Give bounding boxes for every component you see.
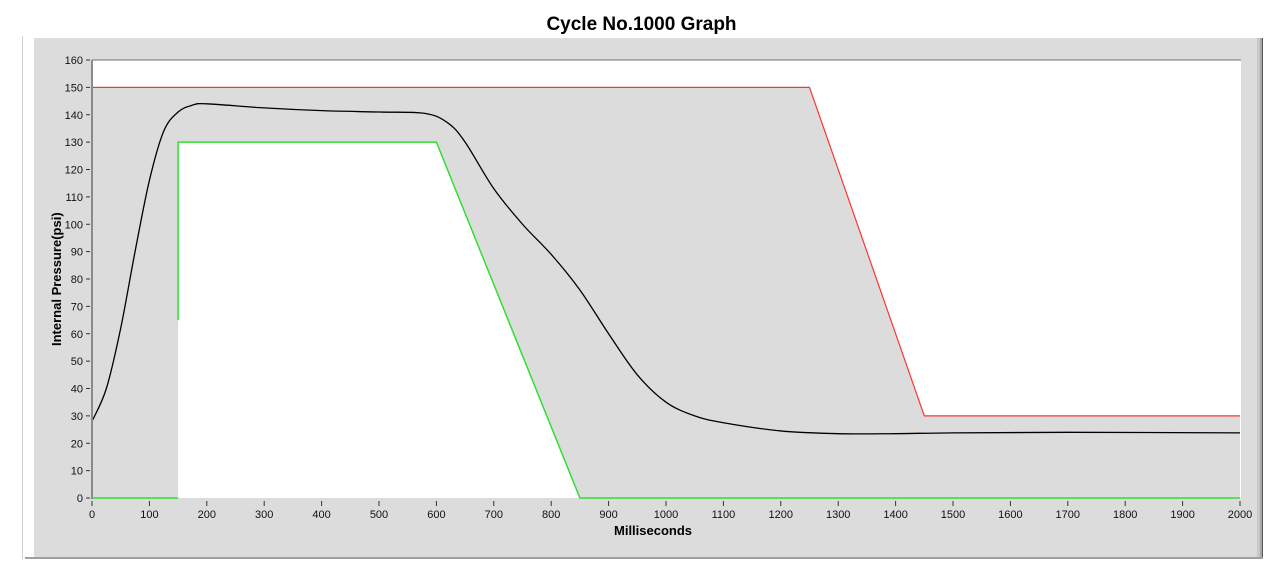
y-tick-label: 80 — [71, 274, 83, 286]
x-tick-label: 1400 — [883, 509, 907, 521]
tolerance-band — [92, 87, 1240, 498]
panel-border-bottom — [25, 557, 1263, 559]
y-tick-label: 20 — [71, 438, 83, 450]
y-tick-label: 10 — [71, 466, 83, 478]
x-tick-label: 1600 — [998, 509, 1022, 521]
y-tick-label: 150 — [65, 82, 83, 94]
y-tick-label: 160 — [65, 55, 83, 67]
x-tick-label: 1200 — [769, 509, 793, 521]
axes: 0 10 20 30 40 50 60 70 80 90 100 110 120 130 140 150 160… — [65, 55, 1253, 521]
x-tick-label: 400 — [312, 509, 330, 521]
y-tick-label: 100 — [65, 219, 83, 231]
y-tick-label: 70 — [71, 301, 83, 313]
tolerance-band-fill — [92, 87, 1240, 498]
x-tick-label: 700 — [485, 509, 503, 521]
x-tick-label: 200 — [198, 509, 216, 521]
x-tick-label: 1900 — [1170, 509, 1194, 521]
y-tick-label: 120 — [65, 165, 83, 177]
upper-limit-line — [92, 86, 1240, 417]
y-tick-label: 110 — [65, 192, 83, 204]
y-tick-label: 40 — [71, 384, 83, 396]
y-tick-label: 50 — [71, 356, 83, 368]
panel-border-right — [1257, 38, 1263, 558]
y-axis-label: Internal Pressure(psi) — [49, 212, 64, 346]
x-tick-label: 1100 — [712, 509, 736, 521]
window-edge — [22, 36, 23, 559]
x-tick-label: 1500 — [941, 509, 965, 521]
y-tick-label: 60 — [71, 329, 83, 341]
x-tick-label: 900 — [599, 509, 617, 521]
x-tick-label: 1300 — [826, 509, 850, 521]
lower-limit-line — [177, 141, 1240, 499]
x-axis-label: Milliseconds — [614, 523, 693, 538]
series-lines — [91, 86, 1241, 499]
x-tick-label: 800 — [542, 509, 560, 521]
x-tick-label: 1800 — [1113, 509, 1137, 521]
y-tick-label: 0 — [77, 493, 83, 505]
x-tick-label: 0 — [89, 509, 95, 521]
x-tick-label: 300 — [255, 509, 273, 521]
x-tick-label: 500 — [370, 509, 388, 521]
y-tick-label: 30 — [71, 411, 83, 423]
chart-title: Cycle No.1000 Graph — [546, 14, 737, 35]
y-tick-label: 90 — [71, 247, 83, 259]
x-tick-label: 1000 — [654, 509, 678, 521]
y-tick-label: 140 — [65, 110, 83, 122]
x-tick-label: 100 — [140, 509, 158, 521]
y-tick-label: 130 — [65, 137, 83, 149]
x-tick-label: 600 — [427, 509, 445, 521]
x-tick-label: 2000 — [1228, 509, 1252, 521]
pressure-trace — [91, 102, 1241, 435]
x-tick-label: 1700 — [1056, 509, 1080, 521]
